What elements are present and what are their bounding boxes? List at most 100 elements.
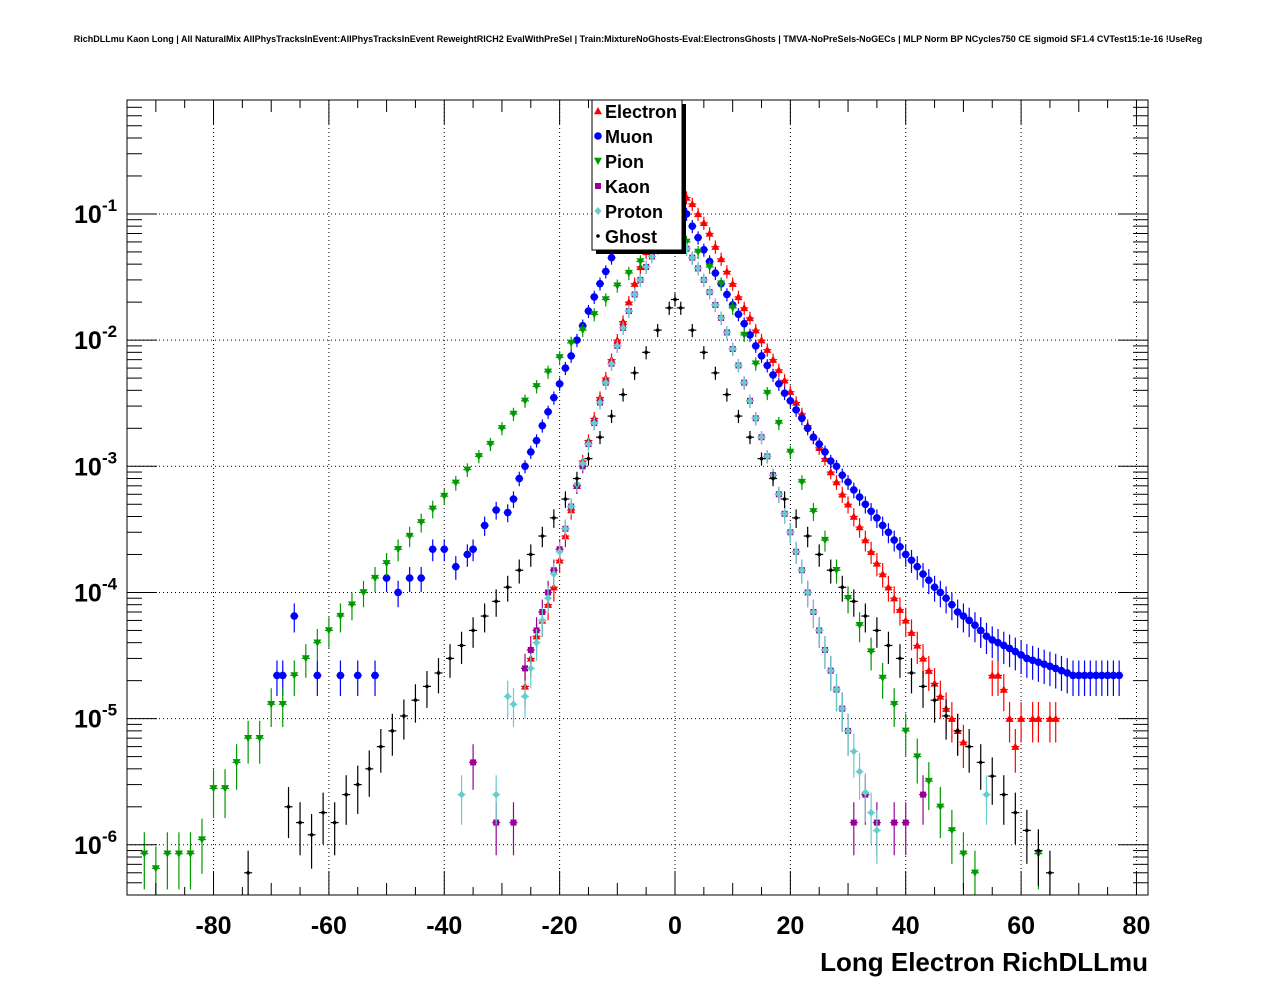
data-point — [774, 419, 783, 428]
y-tick-label: 10 -1 — [74, 196, 117, 229]
error-bar — [907, 658, 916, 694]
data-point — [884, 528, 893, 537]
data-point — [751, 360, 760, 368]
data-point — [734, 361, 742, 370]
data-point — [700, 275, 708, 284]
data-point — [598, 435, 602, 440]
data-point — [186, 850, 195, 858]
data-point — [978, 760, 983, 765]
data-point — [890, 701, 899, 709]
legend-label: Pion — [605, 152, 644, 172]
data-point — [999, 641, 1008, 650]
data-point — [711, 300, 719, 309]
data-point — [826, 457, 835, 465]
data-point — [759, 456, 764, 461]
data-point — [873, 826, 881, 835]
data-point — [601, 267, 610, 276]
data-point — [1011, 742, 1020, 750]
data-point — [1005, 714, 1014, 722]
data-point — [901, 550, 910, 559]
data-point — [273, 671, 281, 680]
error-bar — [861, 603, 870, 633]
data-point — [613, 341, 621, 350]
data-point — [919, 570, 927, 578]
data-point — [1025, 828, 1029, 833]
error-bar — [244, 720, 253, 764]
data-point — [694, 248, 703, 256]
data-point — [632, 371, 637, 375]
data-point — [1011, 647, 1020, 656]
data-point — [850, 486, 858, 494]
data-point — [290, 612, 299, 620]
data-point — [463, 550, 472, 559]
data-point — [613, 282, 622, 290]
data-point — [579, 459, 587, 468]
data-point — [745, 313, 754, 322]
data-point — [913, 562, 922, 571]
data-point — [584, 307, 593, 315]
data-point — [832, 567, 841, 575]
x-tick-label: 20 — [776, 912, 804, 940]
data-point — [815, 440, 824, 448]
data-point — [482, 614, 487, 618]
data-point — [244, 734, 253, 743]
data-point — [608, 359, 616, 368]
data-point — [278, 701, 287, 709]
data-point — [919, 654, 928, 662]
legend-item-muon: Muon — [594, 127, 653, 147]
data-point — [861, 536, 870, 544]
data-point — [907, 628, 916, 636]
data-point — [792, 398, 801, 406]
data-point — [1013, 810, 1018, 815]
y-tick-label-base: 10 — [74, 579, 102, 607]
data-point — [417, 519, 426, 527]
data-point — [1109, 671, 1118, 680]
data-point — [705, 229, 714, 237]
error-bar — [376, 728, 385, 773]
data-point — [774, 365, 783, 374]
y-tick-label-base: 10 — [74, 327, 102, 355]
legend-item-proton: Proton — [594, 202, 663, 222]
data-point — [913, 641, 922, 649]
data-point — [752, 414, 760, 423]
data-point — [850, 819, 857, 826]
series-proton — [457, 231, 991, 864]
data-point — [855, 523, 864, 531]
data-point — [655, 328, 660, 332]
data-point — [538, 421, 547, 430]
error-bar — [947, 809, 956, 864]
data-point — [826, 468, 835, 476]
data-point — [544, 368, 553, 376]
error-bar — [174, 832, 183, 890]
error-bar — [890, 802, 899, 856]
data-point — [786, 528, 794, 537]
data-point — [561, 364, 570, 372]
data-point — [832, 478, 841, 486]
data-point — [725, 392, 729, 397]
data-point — [828, 568, 833, 573]
data-point — [471, 628, 475, 633]
data-point — [694, 264, 702, 273]
error-bar — [422, 671, 431, 708]
data-point — [844, 726, 852, 735]
data-point — [849, 512, 858, 520]
data-point — [734, 292, 743, 301]
legend-marker — [596, 234, 600, 238]
legend-item-ghost: Ghost — [596, 227, 657, 247]
data-point — [538, 616, 546, 625]
data-point — [798, 414, 806, 423]
data-point — [890, 594, 899, 602]
data-point — [815, 626, 823, 635]
data-point — [336, 612, 345, 621]
data-point — [924, 666, 933, 674]
x-tick-label: 80 — [1123, 912, 1151, 940]
data-point — [930, 679, 939, 687]
data-point — [1074, 671, 1083, 680]
error-bar — [319, 792, 328, 845]
data-point — [930, 583, 939, 592]
data-point — [313, 671, 322, 680]
data-point — [221, 785, 230, 793]
data-point — [936, 692, 945, 700]
